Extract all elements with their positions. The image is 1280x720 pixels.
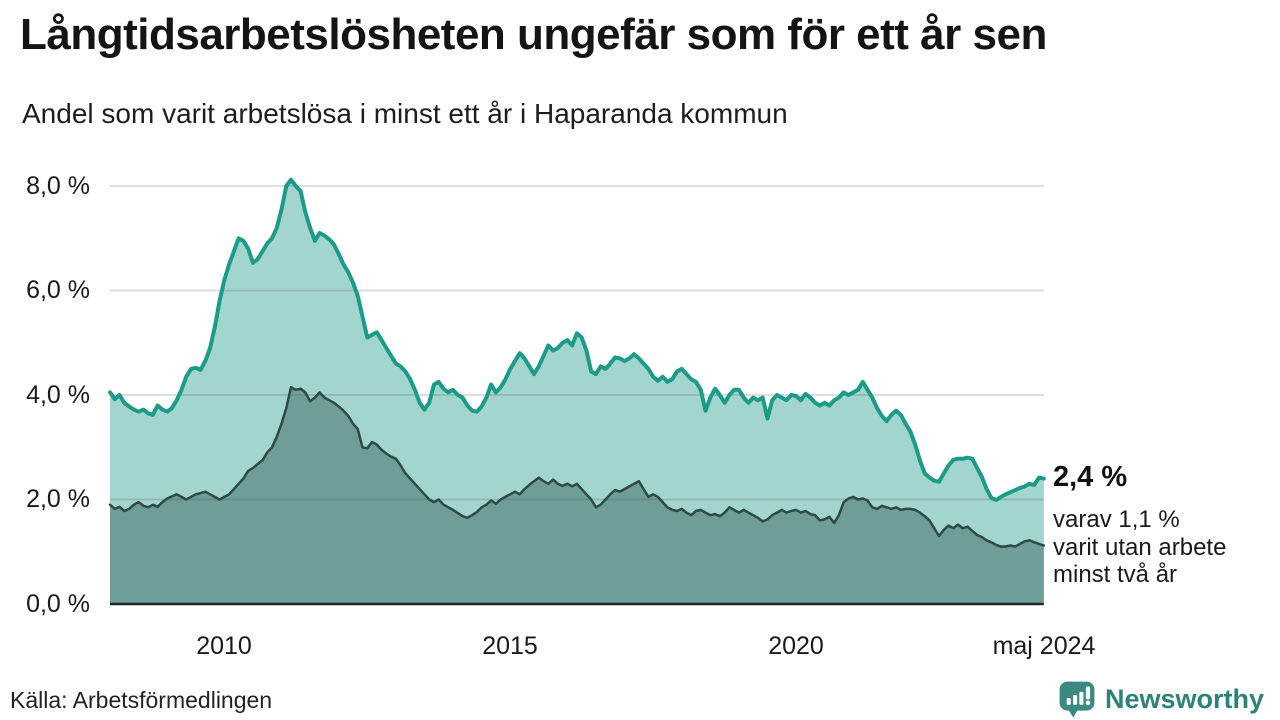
series-line: [108, 385, 1046, 548]
series-line: [108, 177, 1046, 502]
x-axis-tick-2010: 2010: [196, 632, 252, 660]
y-axis-tick-8: 8,0 %: [26, 172, 90, 200]
y-axis-tick-6: 6,0 %: [26, 276, 90, 304]
annotation-line-1: varav 1,1 %: [1053, 506, 1180, 533]
end-value-label: 2,4 %: [1053, 461, 1128, 493]
page-title: Långtidsarbetslösheten ungefär som för e…: [20, 10, 1047, 59]
newsworthy-logo-link[interactable]: Newsworthy: [1058, 680, 1264, 718]
page-subtitle: Andel som varit arbetslösa i minst ett å…: [22, 98, 788, 129]
x-axis-tick-2020: 2020: [768, 632, 824, 660]
annotation-line-2: varit utan arbete: [1053, 533, 1227, 561]
newsworthy-logo-text: Newsworthy: [1104, 683, 1264, 714]
annotation-line-3: minst två år: [1053, 561, 1178, 588]
x-axis-tick-maj-2024: maj 2024: [992, 632, 1096, 660]
end-value-annotation: 2,4 % varav 1,1 % varit utan arbete mins…: [1053, 461, 1273, 589]
series-area: [110, 387, 1044, 604]
x-axis-tick-2015: 2015: [482, 632, 538, 660]
newsworthy-logo-icon: [1059, 681, 1095, 718]
y-axis-tick-4: 4,0 %: [26, 381, 90, 409]
y-axis-tick-2: 2,0 %: [26, 485, 90, 513]
source-credit: Källa: Arbetsförmedlingen: [10, 687, 273, 713]
y-axis-tick-0: 0,0 %: [26, 590, 90, 618]
